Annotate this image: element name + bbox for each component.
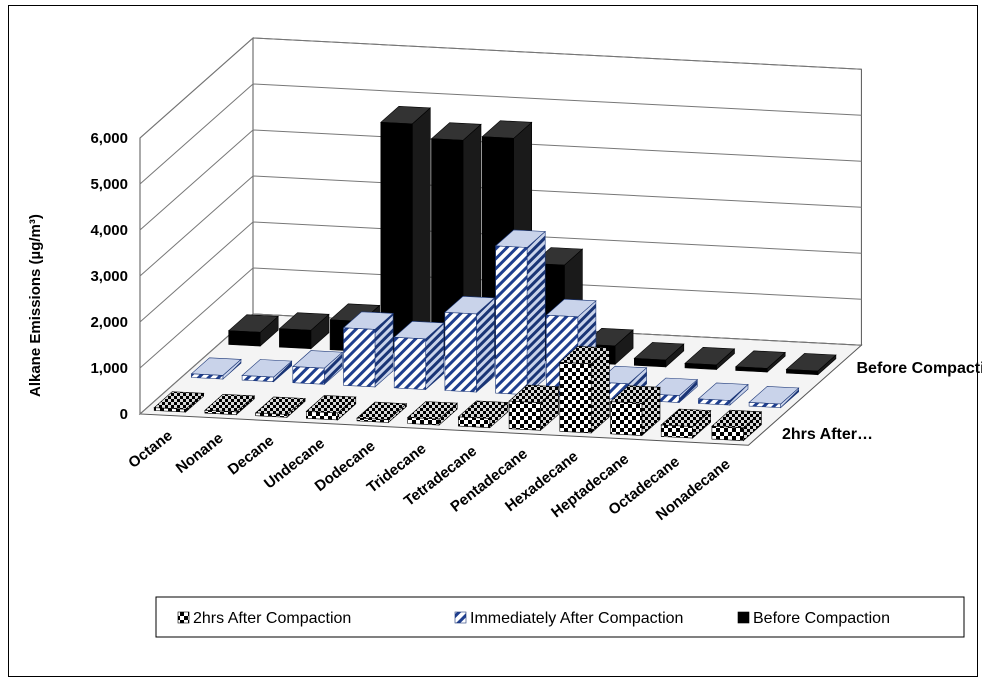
bar-immediately-after-compaction-tetradecane xyxy=(494,229,546,396)
bar-immediately-after-compaction-dodecane xyxy=(393,320,445,391)
gridline xyxy=(139,313,862,415)
bar-2hrs-after-compaction-nonane xyxy=(204,393,256,416)
legend-box xyxy=(155,596,965,638)
bars xyxy=(153,105,837,442)
bar-immediately-after-compaction-nonadecane xyxy=(748,386,800,409)
bar-2hrs-after-compaction-pentadecane xyxy=(508,384,560,431)
bar-immediately-after-compaction-tridecane xyxy=(444,295,496,393)
legend-item: Before Compaction xyxy=(737,610,890,627)
bar-2hrs-after-compaction-octane xyxy=(153,391,205,413)
bar-immediately-after-compaction-decane xyxy=(292,350,344,385)
legend-item: 2hrs After Compaction xyxy=(177,610,351,627)
gridline xyxy=(139,221,862,323)
y-tick-label: 1,000 xyxy=(90,360,128,377)
chart-frame xyxy=(8,5,978,677)
bar-2hrs-after-compaction-undecane xyxy=(305,395,357,421)
x-tick-label: Octane xyxy=(125,427,176,472)
bar-2hrs-after-compaction-tetradecane xyxy=(457,400,509,429)
bar-2hrs-after-compaction-tridecane xyxy=(406,401,458,426)
bar-immediately-after-compaction-octadecane xyxy=(697,382,749,406)
bar-before-compaction-octadecane xyxy=(734,350,786,373)
y-tick-label: 2,000 xyxy=(90,314,128,331)
bar-before-compaction-nonane xyxy=(278,312,330,350)
gridline xyxy=(139,83,862,185)
bar-2hrs-after-compaction-heptadecane xyxy=(609,385,661,437)
y-axis-label: Alkane Emissions (µg/m³) xyxy=(27,214,44,397)
bar-immediately-after-compaction-nonane xyxy=(241,359,293,383)
depth-axis-label: Before Compaction xyxy=(857,360,982,377)
x-axis-category-labels: OctaneNonaneDecaneUndecaneDodecaneTridec… xyxy=(125,427,733,524)
bar-immediately-after-compaction-octane xyxy=(190,357,242,380)
bar-2hrs-after-compaction-hexadecane xyxy=(559,345,611,434)
bar-2hrs-after-compaction-octadecane xyxy=(660,408,712,439)
bar-before-compaction-nonadecane xyxy=(785,353,837,376)
bar-immediately-after-compaction-undecane xyxy=(342,311,394,388)
legend: 2hrs After Compaction Immediately After C… xyxy=(155,596,965,638)
gridline xyxy=(139,175,862,277)
legend-label: Before Compaction xyxy=(753,610,890,627)
gridlines xyxy=(139,37,862,415)
bar-2hrs-after-compaction-dodecane xyxy=(356,401,408,424)
depth-axis-label: 2hrs After… xyxy=(782,426,873,443)
gridline xyxy=(139,129,862,231)
bar-2hrs-after-compaction-nonadecane xyxy=(711,409,763,442)
bar-before-compaction-hexadecane xyxy=(633,342,685,368)
y-tick-label: 0 xyxy=(120,406,128,423)
bar-before-compaction-octane xyxy=(227,314,279,347)
legend-label: 2hrs After Compaction xyxy=(193,610,351,627)
legend-item: Immediately After Compaction xyxy=(454,610,683,627)
gridline xyxy=(139,267,862,369)
x-tick-label: Nonane xyxy=(173,430,227,477)
y-tick-label: 4,000 xyxy=(90,222,128,239)
y-tick-label: 3,000 xyxy=(90,268,128,285)
y-tick-label: 5,000 xyxy=(90,176,128,193)
gridline xyxy=(139,37,862,139)
y-tick-label: 6,000 xyxy=(90,130,128,147)
bar-before-compaction-heptadecane xyxy=(684,346,736,371)
legend-swatch xyxy=(177,611,190,624)
bar-2hrs-after-compaction-decane xyxy=(254,396,306,418)
y-axis-tick-labels: 0 1,000 2,000 3,000 4,000 5,000 6,000 xyxy=(90,130,128,423)
depth-axis-labels: Before Compaction 2hrs After… xyxy=(782,360,982,443)
legend-swatch xyxy=(454,611,467,624)
legend-label: Immediately After Compaction xyxy=(470,610,683,627)
legend-swatch xyxy=(737,611,750,624)
